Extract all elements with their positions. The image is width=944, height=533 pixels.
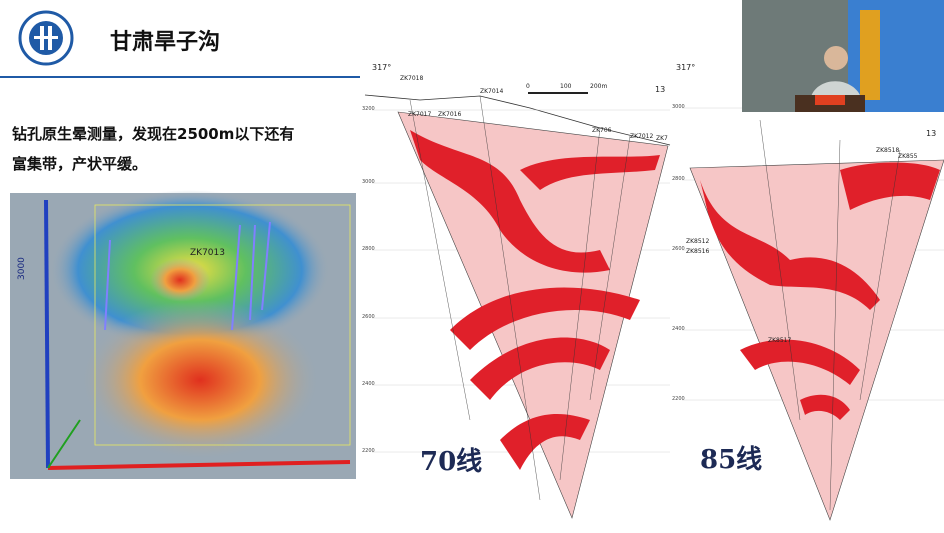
hole-label: ZK7 [656,135,668,142]
scale-label: 100 [560,83,572,90]
hole-label: ZK7018 [400,75,423,82]
logo [18,10,74,66]
drill-label: ZK7013 [190,248,225,258]
line-number: 13 [926,129,936,138]
header-rule [0,76,360,78]
scale-label: 200m [590,83,607,90]
hole-label: ZK855 [898,153,918,160]
line-number: 13 [655,85,665,94]
elevation-label: 2200 [362,448,375,454]
section-70 [364,92,671,519]
elevation-label: 2800 [362,246,375,252]
section-label: 70线 [420,447,482,477]
body-text: 富集带，产状平缓。 [12,155,148,173]
hole-label: ZK7016 [438,111,461,118]
azimuth: 317° [372,63,391,72]
elevation-label: 3200 [362,106,375,112]
video-inset [742,0,944,112]
elevation-label: 2800 [672,176,685,182]
elevation-label: 2400 [362,381,375,387]
hole-label: ZK7012 [630,133,653,140]
elevation-label: 2200 [672,396,685,402]
hole-label: ZK8516 [686,248,709,255]
hole-label: ZK8518 [876,147,899,154]
hole-label: ZK7017 [408,111,431,118]
elevation-label: 2400 [672,326,685,332]
azimuth: 317° [676,63,695,72]
section-label: 85线 [700,445,762,475]
section-85 [672,70,944,521]
hole-label: ZK8512 [686,238,709,245]
elevation-label: 2600 [672,246,685,252]
hole-label: ZK8517 [768,337,791,344]
elevation-label: 2600 [362,314,375,320]
model-3d: ZK7013 3000 [10,190,356,479]
axis-label: 3000 [17,257,27,280]
scale-label: 0 [526,83,530,90]
body-text: 钻孔原生晕测量，发现在2500m以下还有 [12,125,295,143]
hole-label: ZK7014 [480,88,503,95]
elevation-label: 3000 [672,104,685,110]
slide-title: 甘肃旱子沟 [110,30,221,55]
elevation-label: 3000 [362,179,375,185]
hole-label: ZK706 [592,127,612,134]
